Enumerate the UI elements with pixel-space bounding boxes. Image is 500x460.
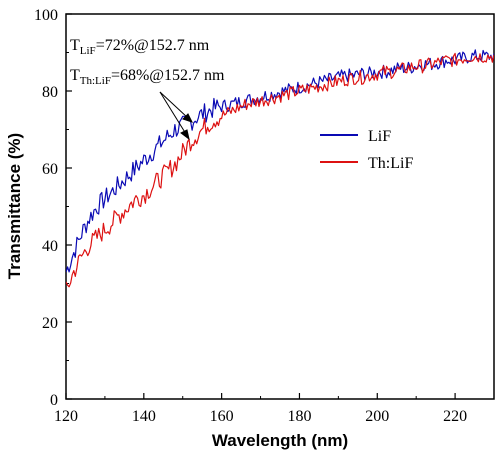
- y-tick-labels: 0 20 40 60 80 100: [34, 7, 58, 409]
- annotation-lif-rest: =72%@152.7 nm: [96, 37, 210, 54]
- x-tick-label: 220: [443, 408, 467, 425]
- annotation-thlif-rest: =68%@152.7 nm: [111, 67, 225, 84]
- y-tick-label: 20: [42, 315, 58, 332]
- legend-label-thlif: Th:LiF: [368, 155, 413, 172]
- x-tick-labels: 120 140 160 180 200 220: [54, 408, 467, 425]
- y-tick-label: 0: [50, 392, 58, 409]
- arrow-line-thlif: [159, 91, 187, 135]
- annotation-lif: TLiF=72%@152.7 nm: [70, 37, 210, 57]
- y-tick-label: 60: [42, 161, 58, 178]
- annotation-thlif-main: T: [70, 67, 80, 84]
- annotation-thlif-sub: Th:LiF: [80, 75, 111, 87]
- y-tick-label: 40: [42, 238, 58, 255]
- legend: LiF Th:LiF: [320, 128, 413, 172]
- y-tick-label: 80: [42, 84, 58, 101]
- x-tick-label: 200: [365, 408, 389, 425]
- series-lines: [66, 49, 494, 288]
- axis-ticks: [65, 13, 456, 400]
- annotation-thlif: TTh:LiF=68%@152.7 nm: [70, 67, 225, 87]
- series-line-thlif: [66, 52, 494, 288]
- legend-label-lif: LiF: [368, 128, 391, 145]
- y-tick-label: 100: [34, 7, 58, 24]
- y-axis-title: Transmittance (%): [5, 133, 24, 279]
- annotation-arrows: [159, 91, 193, 141]
- arrow-line-lif: [159, 91, 189, 119]
- x-tick-label: 160: [210, 408, 234, 425]
- x-axis-title: Wavelength (nm): [212, 431, 348, 450]
- arrow-head-lif: [182, 113, 193, 123]
- annotation-lif-sub: LiF: [80, 45, 96, 57]
- x-tick-label: 180: [287, 408, 311, 425]
- arrow-head-thlif: [180, 129, 190, 141]
- x-tick-label: 140: [132, 408, 156, 425]
- x-tick-label: 120: [54, 408, 78, 425]
- annotation-lif-main: T: [70, 37, 80, 54]
